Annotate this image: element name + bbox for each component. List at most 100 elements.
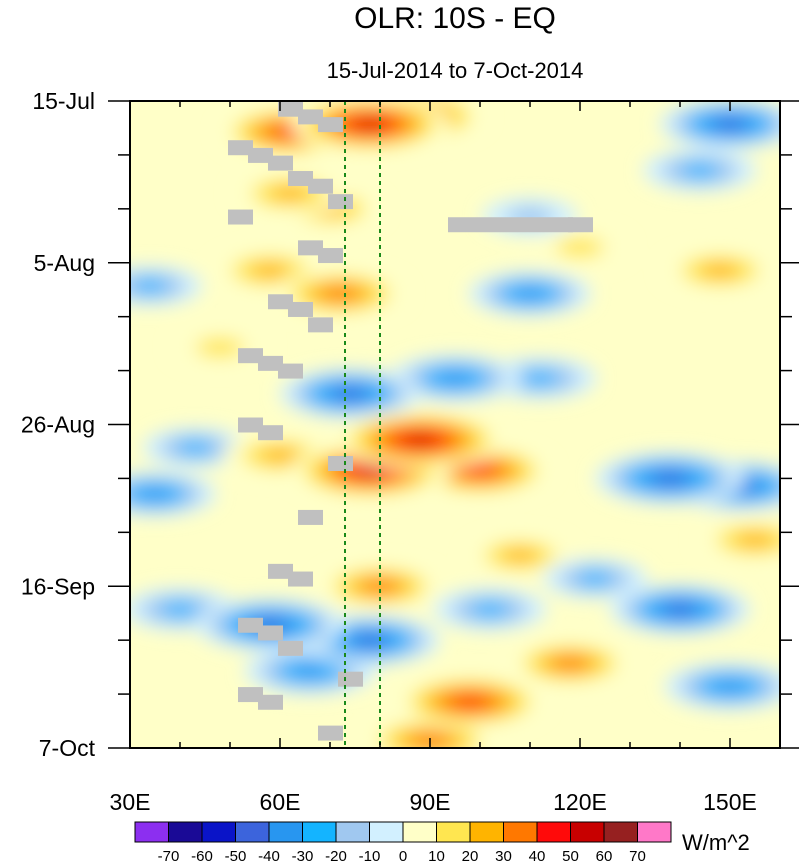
colorbar-swatch bbox=[235, 821, 270, 843]
anomaly-patch bbox=[356, 119, 384, 129]
anomaly-patch bbox=[577, 571, 613, 586]
colorbar-swatch bbox=[201, 821, 236, 843]
missing-data-cell bbox=[523, 217, 548, 233]
missing-data-cell bbox=[288, 171, 313, 187]
anomaly-patches bbox=[130, 101, 780, 748]
missing-data-cell bbox=[308, 317, 333, 333]
chart-title: OLR: 10S - EQ bbox=[354, 2, 556, 35]
y-tick-label: 5-Aug bbox=[34, 250, 95, 276]
missing-data-cell bbox=[448, 217, 473, 233]
missing-data-cell bbox=[473, 217, 498, 233]
reference-lines bbox=[344, 101, 381, 748]
missing-data-cell bbox=[238, 617, 263, 633]
anomaly-patch bbox=[177, 440, 213, 455]
missing-data-cell bbox=[568, 217, 593, 233]
x-tick-label: 120E bbox=[553, 789, 607, 815]
missing-data bbox=[228, 101, 593, 741]
anomaly-patch bbox=[471, 602, 509, 617]
anomaly-patch bbox=[293, 664, 327, 677]
anomaly-patch bbox=[655, 473, 685, 484]
anomaly-patch bbox=[355, 635, 385, 646]
anomaly-patch bbox=[364, 580, 396, 592]
anomaly-patch bbox=[335, 388, 365, 399]
missing-data-cell bbox=[258, 425, 283, 441]
y-tick-label: 16-Sep bbox=[21, 573, 95, 599]
colorbar-swatch bbox=[570, 821, 605, 843]
anomaly-patch bbox=[465, 465, 495, 476]
colorbar-swatch bbox=[134, 821, 169, 843]
missing-data-cell bbox=[318, 248, 343, 264]
anomaly-patch bbox=[713, 680, 747, 693]
chart-subtitle: 15-Jul-2014 to 7-Oct-2014 bbox=[327, 58, 584, 83]
missing-data-cell bbox=[318, 725, 343, 741]
colorbar-label: -30 bbox=[292, 848, 314, 864]
colorbar-swatch bbox=[302, 821, 337, 843]
colorbar-swatch bbox=[469, 821, 504, 843]
colorbar-label: -60 bbox=[191, 848, 213, 864]
colorbar-label: -40 bbox=[258, 848, 280, 864]
anomaly-patch bbox=[406, 435, 434, 445]
colorbar-label: -70 bbox=[158, 848, 180, 864]
anomaly-patch bbox=[196, 337, 244, 357]
plot-area bbox=[130, 101, 780, 748]
missing-data-cell bbox=[258, 694, 283, 710]
colorbar-swatch bbox=[436, 821, 471, 843]
x-tick-label: 90E bbox=[410, 789, 451, 815]
anomaly-patch bbox=[556, 237, 604, 257]
anomaly-patch bbox=[251, 263, 289, 278]
y-tick-label: 26-Aug bbox=[21, 412, 95, 438]
colorbar-label: 20 bbox=[462, 848, 479, 864]
missing-data-cell bbox=[498, 217, 523, 233]
colorbar-label: 60 bbox=[596, 848, 613, 864]
anomaly-patch bbox=[514, 287, 546, 300]
anomaly-patch bbox=[554, 657, 586, 669]
colorbar-label: 0 bbox=[399, 848, 407, 864]
colorbar-swatch bbox=[603, 821, 638, 843]
colorbar-swatch bbox=[503, 821, 538, 843]
anomaly-patch bbox=[502, 548, 538, 563]
missing-data-cell bbox=[238, 687, 263, 703]
colorbar-label: -50 bbox=[225, 848, 247, 864]
colorbar-swatch bbox=[637, 821, 672, 843]
missing-data-cell bbox=[248, 147, 273, 163]
missing-data-cell bbox=[268, 563, 293, 579]
anomaly-patch bbox=[438, 372, 472, 385]
missing-data-cell bbox=[328, 194, 353, 210]
colorbar-swatch bbox=[268, 821, 303, 843]
anomaly-patch bbox=[271, 186, 309, 201]
missing-data-cell bbox=[228, 209, 253, 225]
anomaly-patch bbox=[139, 488, 171, 500]
missing-data-cell bbox=[268, 155, 293, 171]
colorbar-label: 30 bbox=[495, 848, 512, 864]
missing-data-cell bbox=[318, 117, 343, 133]
colorbar-label: 40 bbox=[529, 848, 546, 864]
colorbar-swatch bbox=[168, 821, 203, 843]
missing-data-cell bbox=[288, 571, 313, 587]
anomaly-patch bbox=[665, 604, 695, 615]
colorbar-label: -10 bbox=[359, 848, 381, 864]
colorbar-units: W/m^2 bbox=[682, 830, 750, 855]
missing-data-cell bbox=[238, 348, 263, 364]
missing-data-cell bbox=[258, 625, 283, 641]
missing-data-cell bbox=[278, 363, 303, 379]
missing-data-cell bbox=[298, 509, 323, 525]
x-tick-label: 60E bbox=[260, 789, 301, 815]
y-tick-label: 15-Jul bbox=[32, 88, 95, 114]
missing-data-cell bbox=[258, 355, 283, 371]
missing-data-cell bbox=[278, 640, 303, 656]
missing-data-cell bbox=[308, 178, 333, 194]
colorbar-label: 70 bbox=[629, 848, 646, 864]
anomaly-patch bbox=[521, 371, 559, 386]
colorbar-swatch bbox=[369, 821, 404, 843]
y-axis: 15-Jul 5-Aug 26-Aug 16-Sep 7-Oct bbox=[21, 88, 799, 761]
x-tick-label: 30E bbox=[110, 789, 151, 815]
colorbar-swatch bbox=[402, 821, 437, 843]
anomaly-patch bbox=[132, 279, 168, 293]
missing-data-cell bbox=[278, 101, 303, 117]
missing-data-cell bbox=[548, 217, 573, 233]
x-tick-label: 150E bbox=[703, 789, 757, 815]
anomaly-patch bbox=[455, 696, 485, 708]
missing-data-cell bbox=[268, 294, 293, 310]
y-tick-label: 7-Oct bbox=[39, 735, 96, 761]
missing-data-cell bbox=[238, 417, 263, 433]
